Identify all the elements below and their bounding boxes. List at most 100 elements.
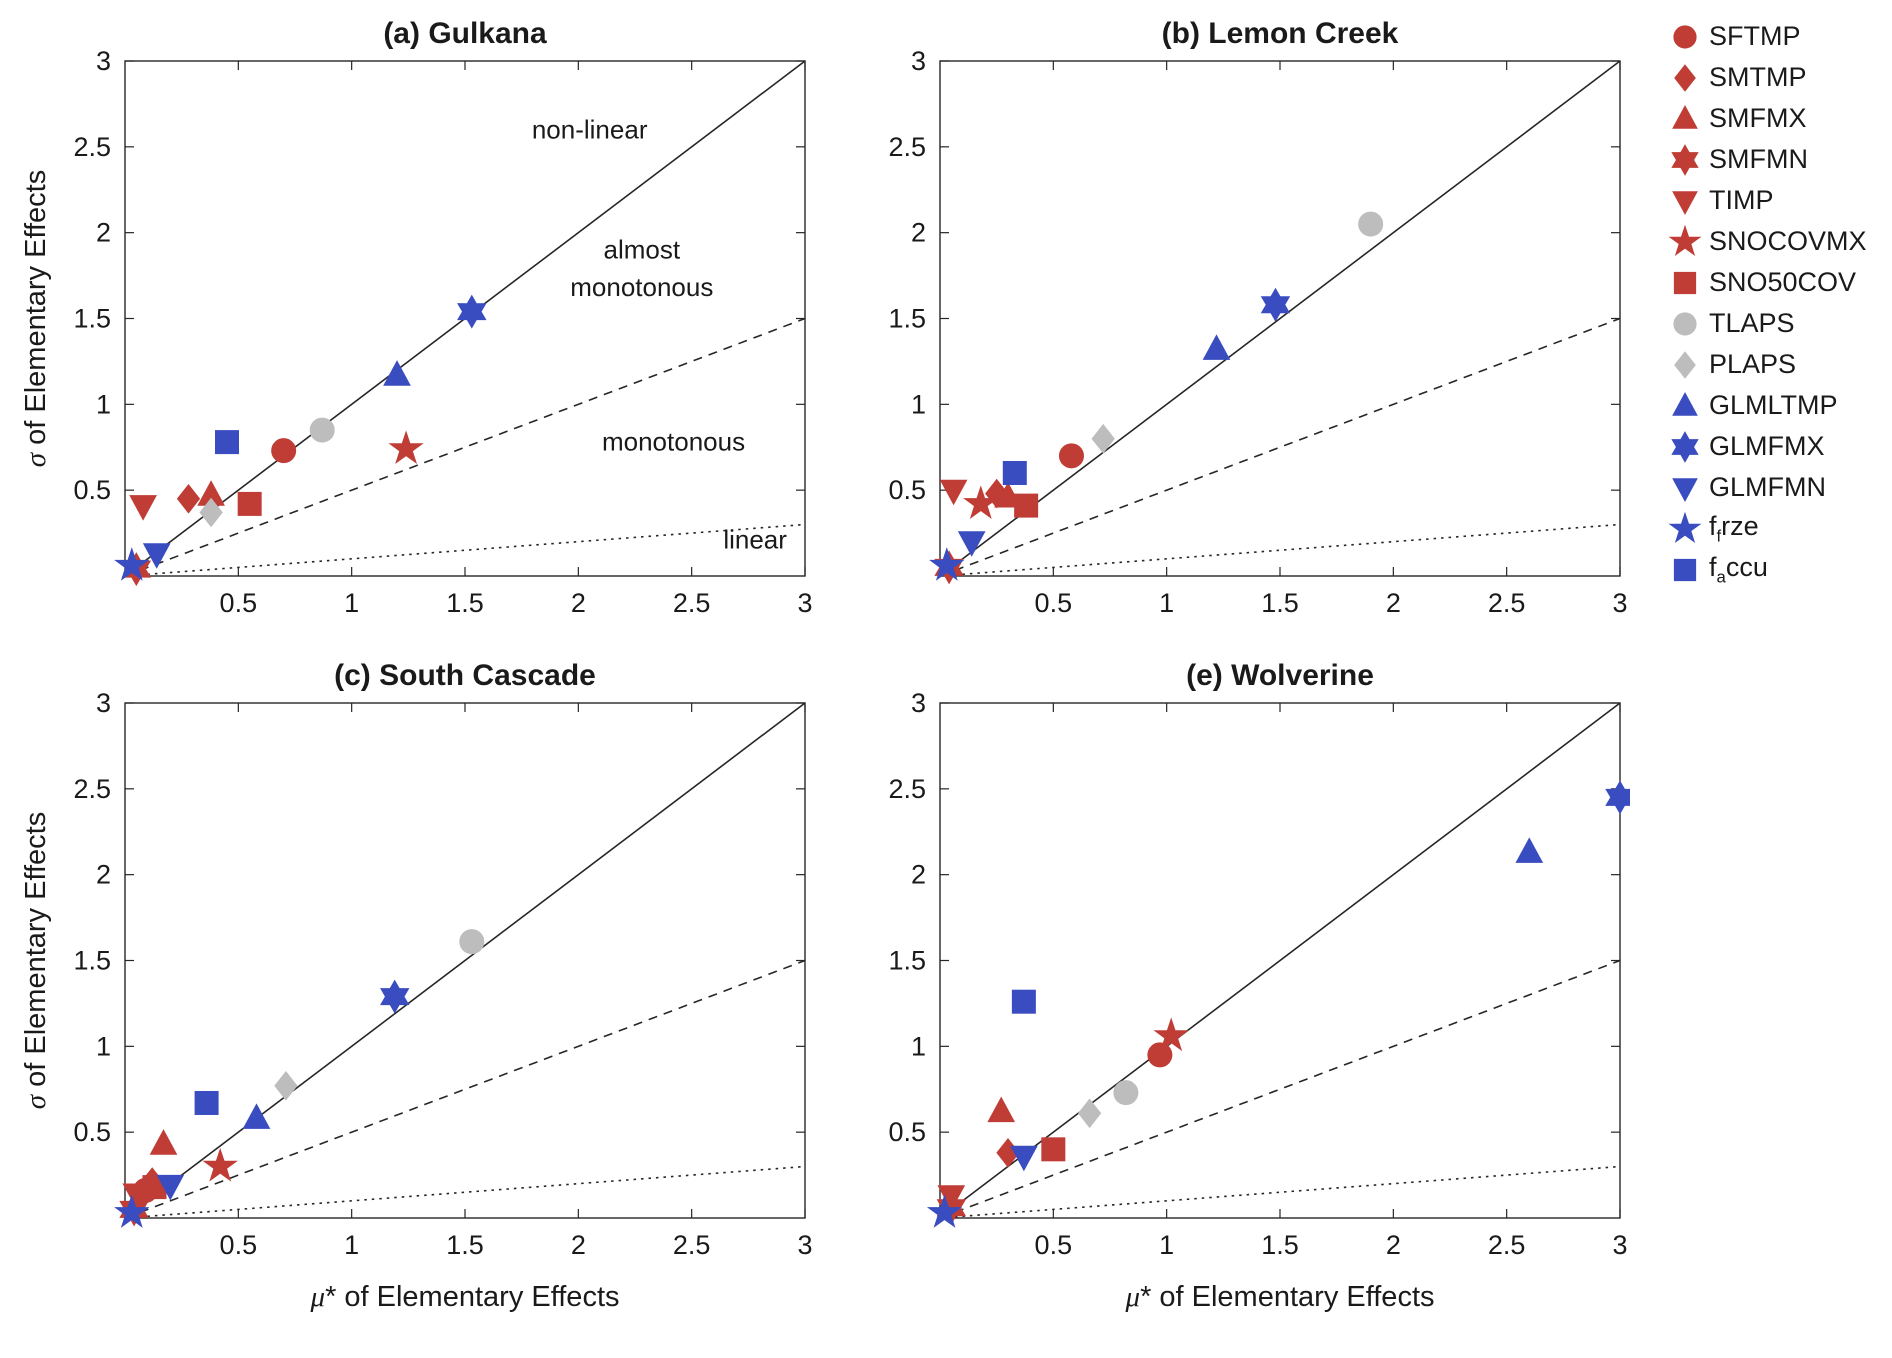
marker-GLMFMX <box>380 979 410 1014</box>
linear-boundary-line <box>124 1165 806 1219</box>
panel-a-chart: (a) Gulkana 0.5 0.5 1 1 1.5 1.5 2 2 2.5 2.5 3 3 non-l… <box>20 17 813 618</box>
legend-item-SFTMP: SFTMP <box>1668 16 1867 57</box>
marker-GLMFMX <box>1605 780 1635 815</box>
legend-item-SMFMN: SMFMN <box>1668 139 1867 180</box>
marker-GLMLTMP <box>383 360 411 386</box>
y-tick-label: 3 <box>911 46 926 76</box>
legend-label: TLAPS <box>1709 308 1795 338</box>
panel-title: (c) South Cascade <box>334 659 596 692</box>
x-tick-label: 2.5 <box>673 588 711 618</box>
x-tick-label: 0.5 <box>220 1230 258 1260</box>
x-tick-label: 2.5 <box>1488 1230 1526 1260</box>
panel-title: (a) Gulkana <box>383 17 547 50</box>
legend-marker-square-icon <box>1673 558 1697 581</box>
marker-GLMFMX <box>457 294 487 329</box>
y-tick-label: 1.5 <box>888 304 926 334</box>
x-tick-label: 1.5 <box>446 1230 484 1260</box>
linear-boundary-line <box>939 1165 1621 1219</box>
legend-label: GLMFMX <box>1709 431 1825 461</box>
marker-SMFMX <box>149 1129 178 1155</box>
x-tick-label: 1 <box>344 1230 359 1260</box>
legend-label: ffrze <box>1709 510 1759 546</box>
almost-monotonous-boundary-line <box>939 317 1621 577</box>
x-tick-label: 0.5 <box>220 588 258 618</box>
legend-label: faccu <box>1709 551 1768 587</box>
panel-title: (b) Lemon Creek <box>1162 17 1399 50</box>
x-axis-label: μ* of Elementary Effects <box>1125 1281 1435 1313</box>
legend-marker-triangle-up-icon <box>1672 104 1698 129</box>
y-tick-label: 2 <box>96 218 111 248</box>
marker-f_accu <box>1002 461 1027 485</box>
marker-GLMFMX <box>1260 287 1291 322</box>
linear-boundary-line <box>124 523 806 577</box>
legend-label: TIMP <box>1709 185 1774 215</box>
x-tick-label: 1 <box>1159 1230 1174 1260</box>
x-tick-label: 1 <box>1159 588 1174 618</box>
marker-SNO50COV <box>237 491 262 516</box>
y-tick-label: 2.5 <box>888 132 926 162</box>
legend-label: GLMLTMP <box>1709 390 1838 420</box>
marker-TIMP <box>129 495 157 521</box>
almost-monotonous-boundary-line <box>124 959 806 1219</box>
x-tick-label: 1 <box>344 588 359 618</box>
x-tick-label: 2 <box>571 1230 586 1260</box>
panel-gulkana: (a) Gulkana 0.5 0.5 1 1 1.5 1.5 2 2 2.5 2.5 3 3 non-l… <box>15 6 815 645</box>
nonlinear-boundary-line <box>939 60 1621 577</box>
legend-marker-circle-icon <box>1673 24 1697 49</box>
marker-f_frze <box>926 1194 963 1228</box>
legend-item-TIMP: TIMP <box>1668 180 1867 221</box>
y-tick-label: 0.5 <box>73 475 111 505</box>
panel-title: (e) Wolverine <box>1186 659 1374 692</box>
x-tick-label: 2 <box>571 588 586 618</box>
y-tick-label: 1 <box>911 389 926 419</box>
legend-item-GLMLTMP: GLMLTMP <box>1668 385 1867 426</box>
legend-marker-triangle-up-icon <box>1672 391 1698 416</box>
y-tick-label: 3 <box>96 46 111 76</box>
legend-label: SNO50COV <box>1709 267 1857 297</box>
marker-SFTMP <box>1058 443 1084 469</box>
y-tick-label: 3 <box>911 688 926 718</box>
nonlinear-boundary-line <box>939 702 1621 1219</box>
x-tick-label: 2.5 <box>1488 588 1526 618</box>
legend-label: SMFMN <box>1709 144 1808 174</box>
marker-SNOCOVMX <box>1153 1017 1189 1052</box>
x-tick-label: 1.5 <box>1261 588 1299 618</box>
legend-item-SMTMP: SMTMP <box>1668 57 1867 98</box>
marker-TLAPS <box>1358 211 1384 237</box>
legend-item-SNO50COV: SNO50COV <box>1668 262 1867 303</box>
legend-marker-star5-icon <box>1668 224 1702 256</box>
y-tick-label: 1 <box>911 1031 926 1061</box>
y-tick-label: 1 <box>96 1031 111 1061</box>
legend-marker-diamond-icon <box>1674 350 1696 379</box>
x-axis-label: μ* of Elementary Effects <box>310 1281 620 1313</box>
y-tick-label: 2.5 <box>888 774 926 804</box>
x-tick-label: 0.5 <box>1035 1230 1073 1260</box>
marker-SMFMX <box>987 1096 1016 1123</box>
nonlinear-boundary-line <box>124 702 806 1219</box>
legend: SFTMP SMTMP SMFMX SMFMN TIMP SNOCOVMX SNO50COV… <box>1668 16 1867 590</box>
marker-SNOCOVMX <box>388 430 424 464</box>
x-tick-label: 1.5 <box>446 588 484 618</box>
marker-SFTMP <box>1147 1042 1173 1068</box>
y-tick-label: 1 <box>96 389 111 419</box>
marker-f_frze <box>929 547 965 581</box>
panel-b-chart: (b) Lemon Creek 0.5 0.5 1 1 1.5 1.5 2 2 2.5 2.5 3 3 <box>888 17 1627 618</box>
legend-marker-star6-icon <box>1671 143 1699 176</box>
x-tick-label: 0.5 <box>1035 588 1073 618</box>
marker-GLMFMN <box>142 543 171 569</box>
y-tick-label: 1.5 <box>888 946 926 976</box>
legend-marker-triangle-down-icon <box>1672 477 1698 502</box>
y-tick-label: 0.5 <box>888 475 926 505</box>
x-tick-label: 2.5 <box>673 1230 711 1260</box>
marker-SNO50COV <box>1041 1137 1066 1162</box>
y-tick-label: 0.5 <box>73 1117 111 1147</box>
legend-marker-circle-icon <box>1673 311 1697 336</box>
legend-item-GLMFMX: GLMFMX <box>1668 426 1867 467</box>
legend-item-GLMFMN: GLMFMN <box>1668 467 1867 508</box>
marker-TLAPS <box>309 417 335 443</box>
legend-item-TLAPS: TLAPS <box>1668 303 1867 344</box>
linear-boundary-line <box>939 523 1621 577</box>
legend-label: SNOCOVMX <box>1709 226 1867 256</box>
x-tick-label: 2 <box>1386 1230 1401 1260</box>
